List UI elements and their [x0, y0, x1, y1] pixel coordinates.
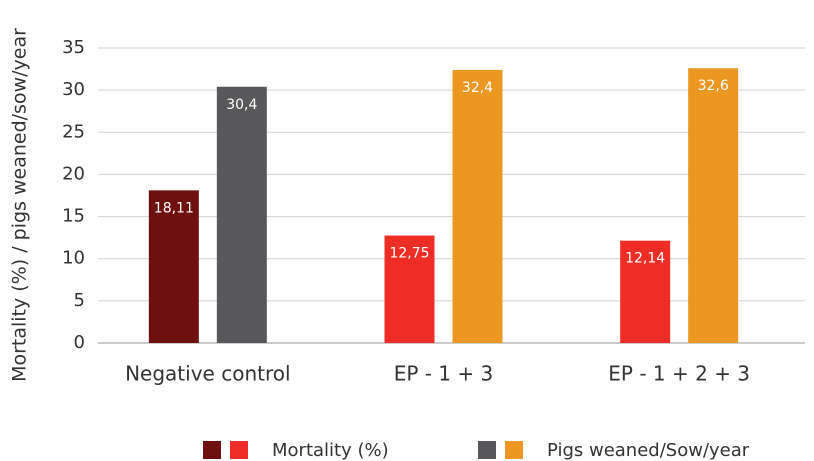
bar [148, 190, 199, 343]
y-tick-label: 25 [62, 121, 85, 142]
value-label: 32,4 [462, 80, 493, 96]
legend-swatch [230, 441, 248, 459]
y-tick-label: 0 [74, 332, 85, 353]
value-label: 30,4 [226, 97, 257, 113]
value-label: 18,11 [154, 200, 194, 216]
y-tick-label: 20 [62, 163, 85, 184]
x-tick-label: EP - 1 + 3 [394, 362, 494, 386]
y-tick-label: 35 [62, 37, 85, 58]
x-tick-label: Negative control [125, 362, 290, 386]
y-tick-label: 10 [62, 248, 85, 269]
legend-swatch [203, 441, 221, 459]
legend-swatch [478, 441, 496, 459]
y-tick-label: 15 [62, 206, 85, 227]
x-tick-label: EP - 1 + 2 + 3 [608, 362, 750, 386]
value-label: 32,6 [698, 78, 729, 94]
y-tick-label: 5 [74, 290, 85, 311]
value-label: 12,75 [389, 246, 429, 262]
bar [688, 68, 739, 343]
legend-label: Pigs weaned/Sow/year [547, 440, 750, 461]
y-tick-label: 30 [62, 79, 85, 100]
bar [216, 86, 267, 344]
legend-swatch [505, 441, 523, 459]
legend-label: Mortality (%) [272, 440, 389, 461]
value-label: 12,14 [625, 251, 665, 267]
bar [452, 69, 503, 344]
bar [384, 235, 435, 343]
bar [620, 240, 671, 343]
y-axis-label: Mortality (%) / pigs weaned/sow/year [9, 28, 31, 382]
